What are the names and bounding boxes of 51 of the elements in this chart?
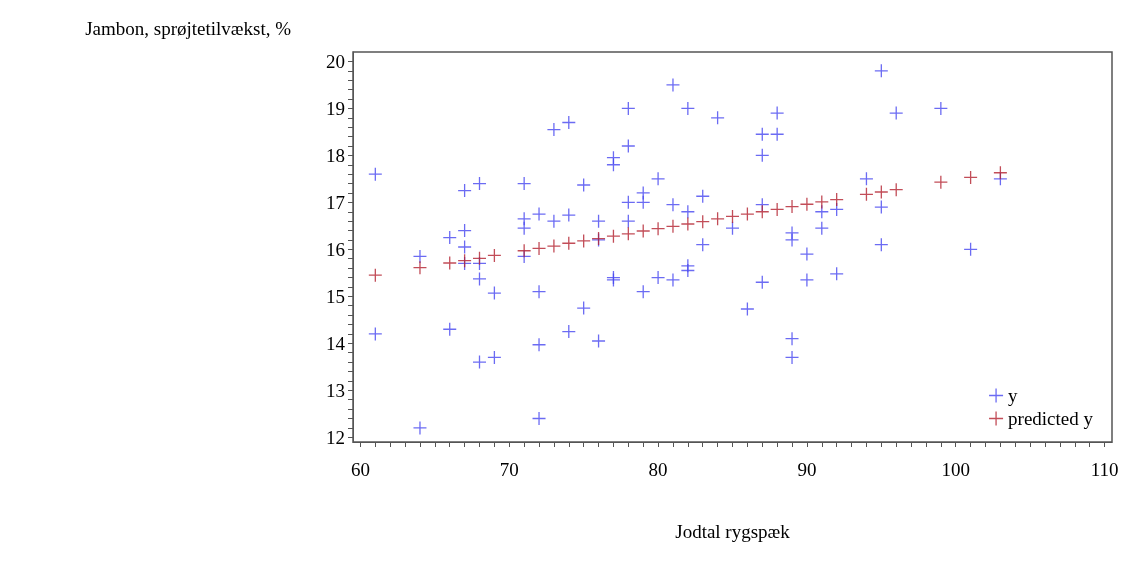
- point: [517, 243, 532, 258]
- y-tick-label: 19: [326, 97, 345, 119]
- x-tick-label: 110: [1090, 459, 1119, 480]
- y-tick-label: 20: [326, 50, 345, 72]
- point: [531, 241, 547, 256]
- point: [636, 223, 651, 239]
- point: [889, 182, 904, 197]
- x-tick-label: 80: [648, 459, 668, 480]
- point: [755, 204, 770, 219]
- point: [933, 175, 948, 190]
- point: [412, 260, 428, 275]
- point: [561, 236, 576, 251]
- point: [874, 184, 889, 200]
- point: [695, 214, 710, 229]
- point: [740, 206, 755, 222]
- point: [993, 165, 1008, 180]
- point: [665, 219, 681, 234]
- y-tick-label: 15: [326, 285, 345, 307]
- point: [650, 221, 666, 236]
- y-tick-label: 17: [326, 191, 345, 213]
- point: [368, 268, 383, 283]
- x-tick-label: 70: [499, 459, 519, 480]
- y-tick-label: 12: [326, 426, 345, 448]
- point: [814, 194, 829, 210]
- legend-label: y: [1008, 385, 1019, 406]
- point: [799, 197, 815, 212]
- legend-label: predicted y: [1008, 408, 1094, 429]
- point: [576, 233, 591, 249]
- x-tick-label: 100: [941, 459, 970, 480]
- point: [472, 251, 487, 266]
- point: [680, 216, 695, 232]
- y-axis-title: Jambon, sprøjtetilvækst, %: [85, 18, 292, 39]
- point: [725, 209, 740, 224]
- point: [487, 248, 502, 263]
- y-tick-label: 16: [326, 238, 345, 260]
- point: [621, 226, 636, 241]
- x-tick-label: 60: [350, 459, 370, 480]
- point: [442, 255, 457, 271]
- x-tick-label: 90: [797, 459, 817, 480]
- point: [784, 199, 800, 214]
- point: [859, 187, 874, 202]
- y-tick-label: 13: [326, 379, 345, 401]
- point: [606, 229, 621, 244]
- y-tick-label: 18: [326, 144, 345, 166]
- point: [829, 192, 844, 207]
- x-axis-title: Jodtal rygspæk: [675, 521, 791, 542]
- point: [963, 170, 978, 185]
- point: [770, 202, 785, 217]
- point: [710, 211, 725, 226]
- y-tick-label: 14: [326, 332, 346, 354]
- point: [546, 238, 562, 254]
